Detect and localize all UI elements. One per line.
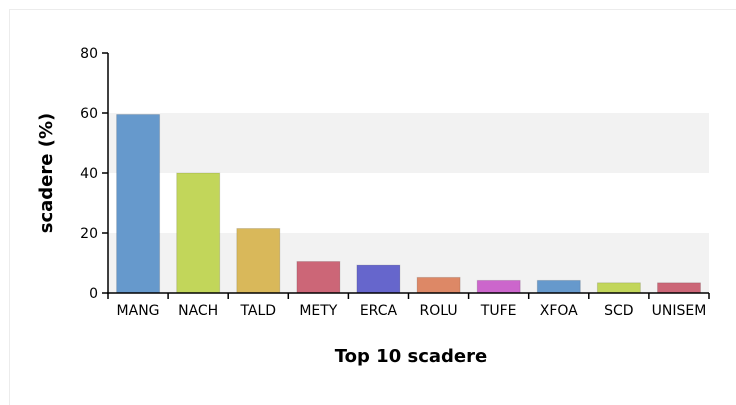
- x-tick-label: ROLU: [419, 303, 457, 319]
- bar-unisem: [657, 282, 701, 294]
- bar-nach: [176, 172, 221, 294]
- grid-band: [108, 113, 709, 173]
- bar-tufe: [476, 279, 521, 294]
- x-tick-label: MANG: [117, 303, 160, 319]
- x-tick-label: XFOA: [540, 303, 578, 319]
- y-tick-label: 20: [80, 226, 98, 242]
- bar-erca: [356, 264, 401, 294]
- bars: [116, 114, 701, 294]
- bar-scd: [596, 282, 641, 294]
- axes: [102, 52, 710, 299]
- y-tick-label: 80: [80, 46, 98, 62]
- x-tick-label: TUFE: [480, 303, 517, 319]
- x-tick-label: SCD: [604, 303, 633, 319]
- bar-tald: [236, 228, 281, 294]
- x-tick-label: NACH: [178, 303, 218, 319]
- y-tick-label: 40: [80, 166, 98, 182]
- x-tick-label: METY: [299, 303, 337, 319]
- bar-mang: [116, 114, 161, 294]
- x-axis-title: Top 10 scadere: [335, 346, 487, 367]
- bar-xfoa: [536, 279, 581, 294]
- x-tick-label: UNISEM: [652, 303, 707, 319]
- x-tick-label: ERCA: [360, 303, 398, 319]
- y-axis-title: scadere (%): [36, 113, 57, 233]
- bar-mety: [296, 261, 341, 294]
- y-tick-label: 60: [80, 106, 98, 122]
- bar-rolu: [416, 276, 461, 294]
- y-tick-labels: 0 20 40 60 80: [80, 46, 98, 302]
- y-tick-label: 0: [89, 286, 98, 302]
- x-tick-labels: MANG NACH TALD METY ERCA ROLU TUFE XFOA SCD UNISE…: [117, 303, 707, 319]
- x-tick-label: TALD: [239, 303, 276, 319]
- grid-band: [108, 53, 709, 113]
